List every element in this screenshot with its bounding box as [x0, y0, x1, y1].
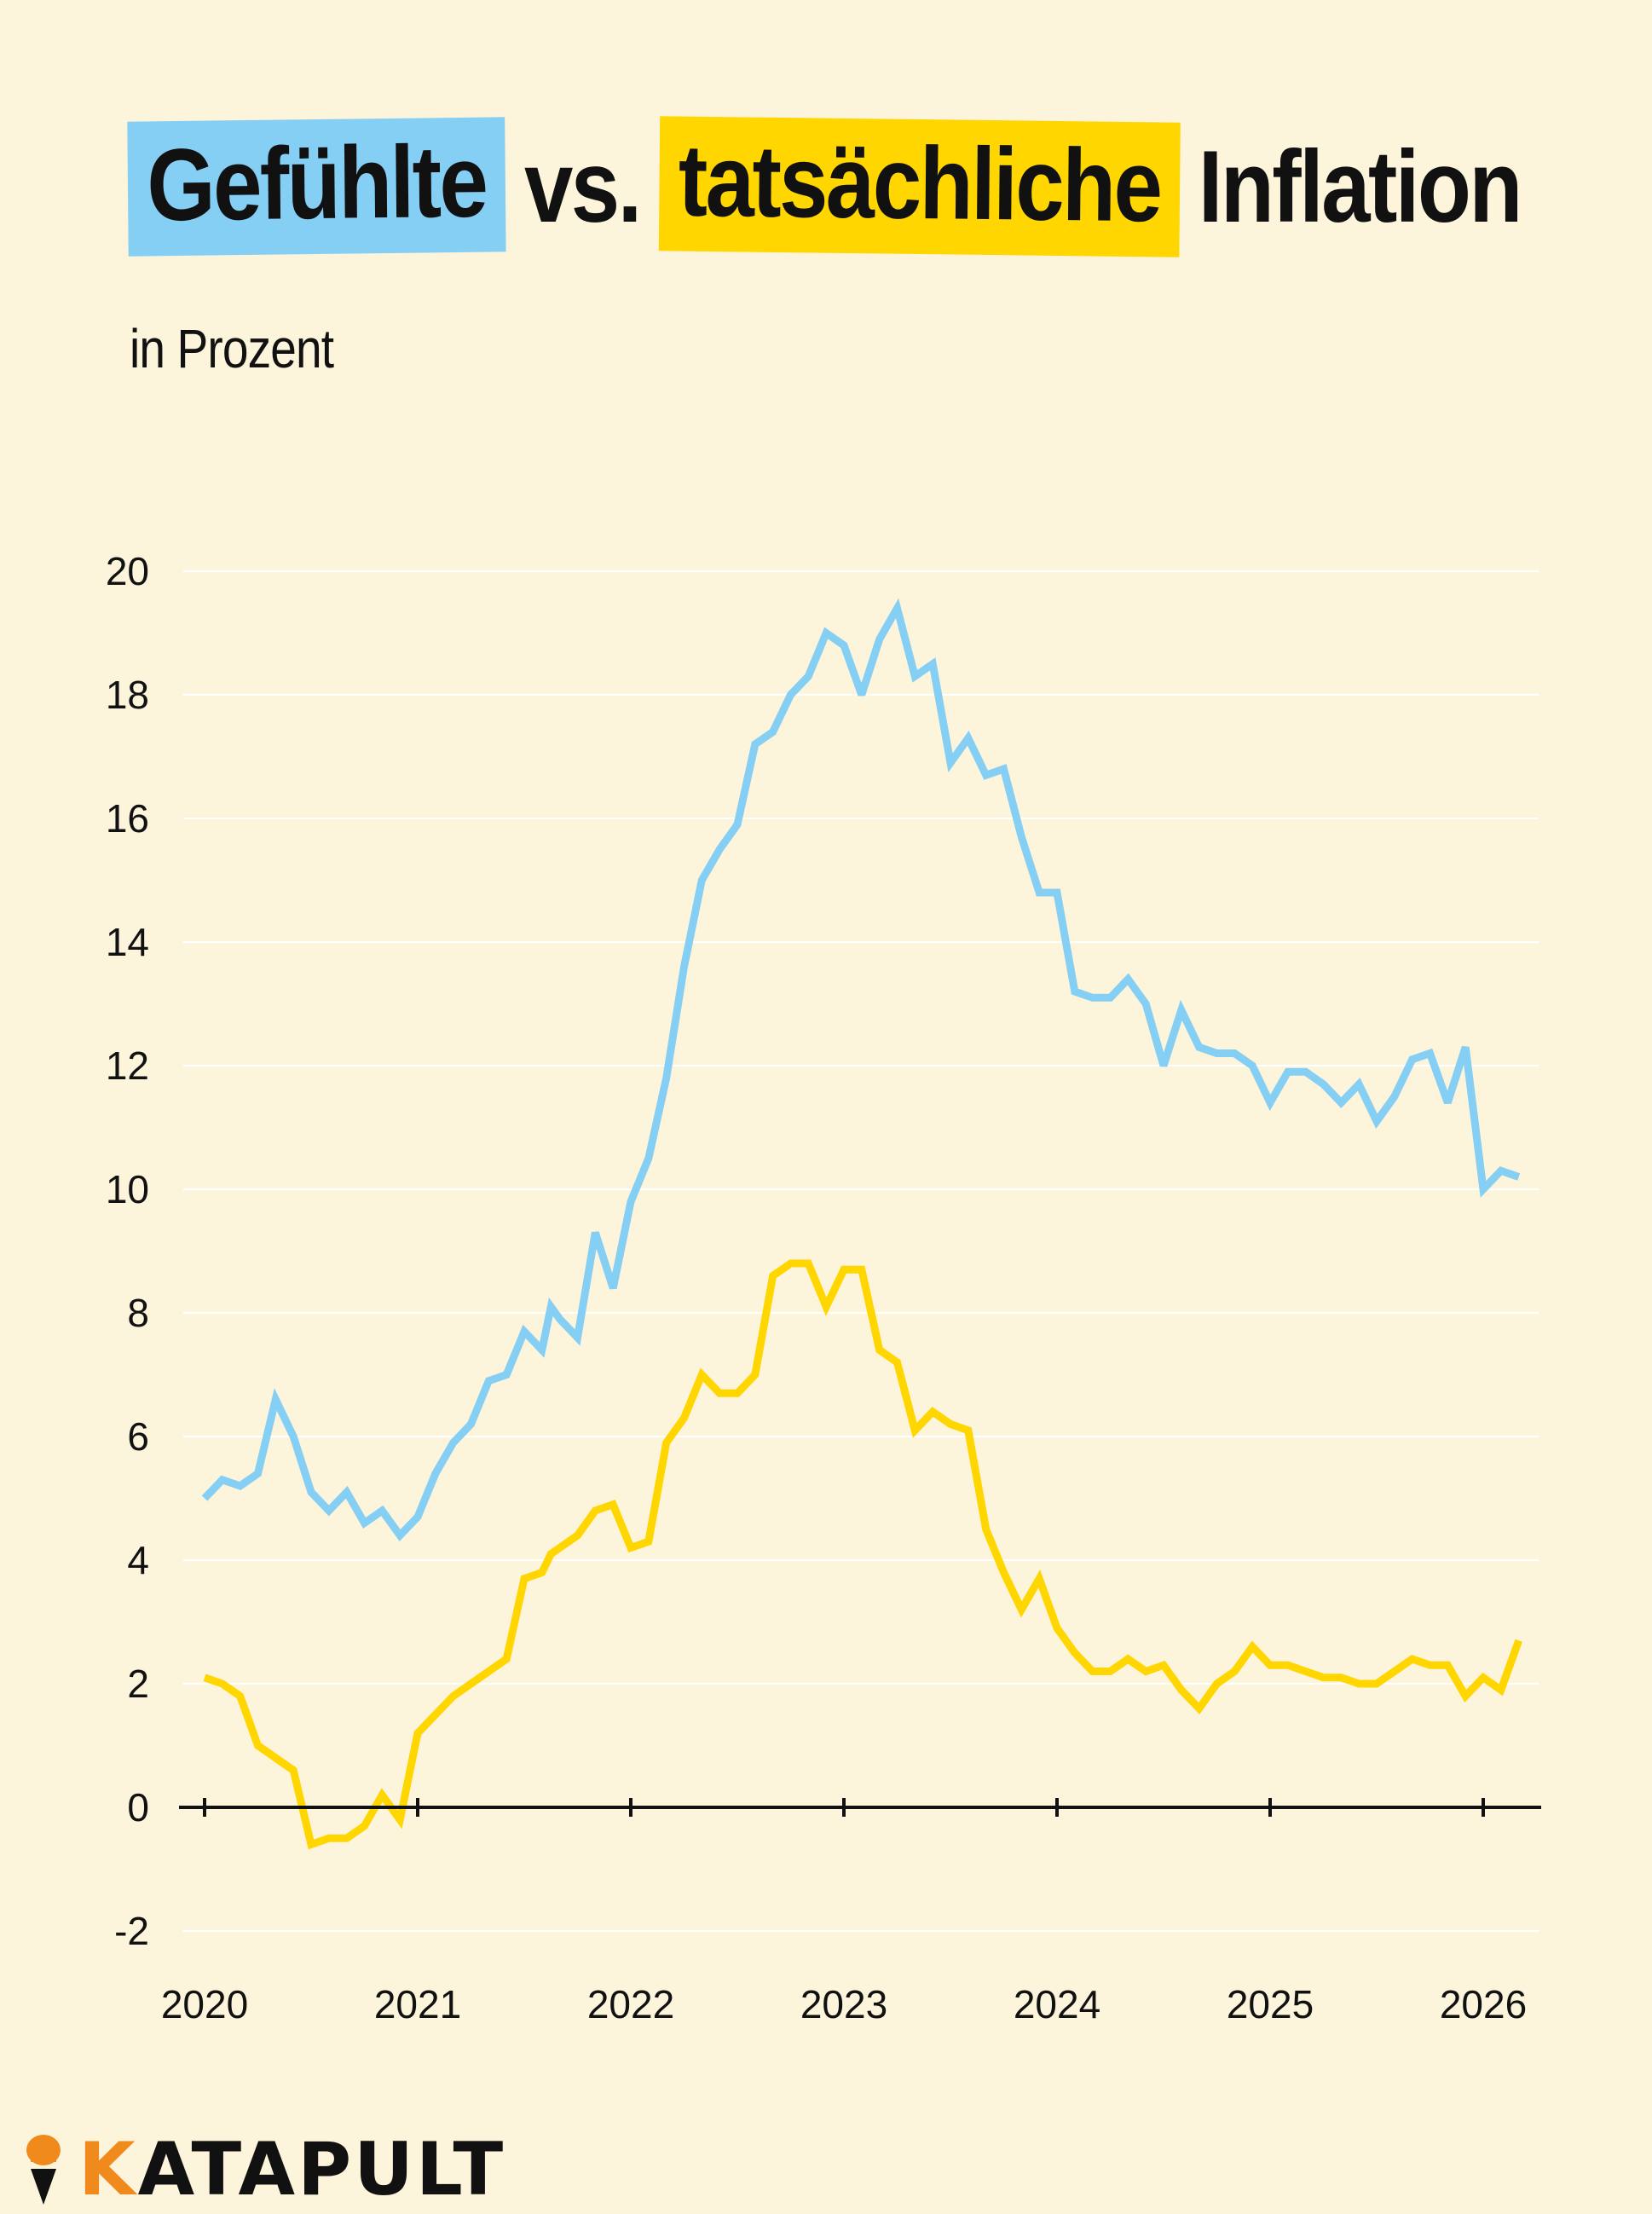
y-tick-label: 16 — [106, 796, 149, 841]
y-tick-label: -2 — [114, 1909, 149, 1953]
x-tick-label: 2023 — [800, 1982, 887, 2026]
x-tick-label: 2020 — [161, 1982, 248, 2026]
series-line-felt — [201, 598, 1521, 1542]
y-tick-label: 0 — [127, 1785, 149, 1830]
y-tick-label: 20 — [106, 549, 149, 593]
brand-logo: KATAPULT — [19, 2127, 505, 2212]
x-tick-label: 2022 — [587, 1982, 674, 2026]
logo-rest: ATAPULT — [137, 2127, 506, 2212]
chart-subtitle: in Prozent — [130, 318, 334, 379]
x-tick-label: 2026 — [1440, 1982, 1527, 2026]
y-tick-label: 14 — [106, 920, 149, 964]
y-tick-label: 10 — [106, 1167, 149, 1211]
logo-letter-k: K — [78, 2127, 138, 2212]
y-tick-label: 2 — [127, 1662, 149, 1706]
chart-title: Gefühlte vs. tatsächliche Inflation — [127, 116, 1523, 257]
x-tick-label: 2024 — [1014, 1982, 1100, 2026]
y-tick-label: 12 — [106, 1043, 149, 1088]
series-line-actual — [203, 1259, 1522, 1850]
catapult-icon — [26, 2135, 61, 2205]
y-tick-label: 8 — [127, 1291, 149, 1335]
x-tick-label: 2021 — [374, 1982, 461, 2026]
logo-wordmark: KATAPULT — [78, 2127, 505, 2212]
title-vs: vs. — [523, 130, 642, 244]
y-tick-label: 4 — [127, 1538, 149, 1582]
title-inflation: Inflation — [1198, 130, 1523, 244]
y-tick-label: 6 — [127, 1414, 149, 1459]
y-tick-label: 18 — [106, 673, 149, 717]
x-tick-label: 2025 — [1227, 1982, 1314, 2026]
